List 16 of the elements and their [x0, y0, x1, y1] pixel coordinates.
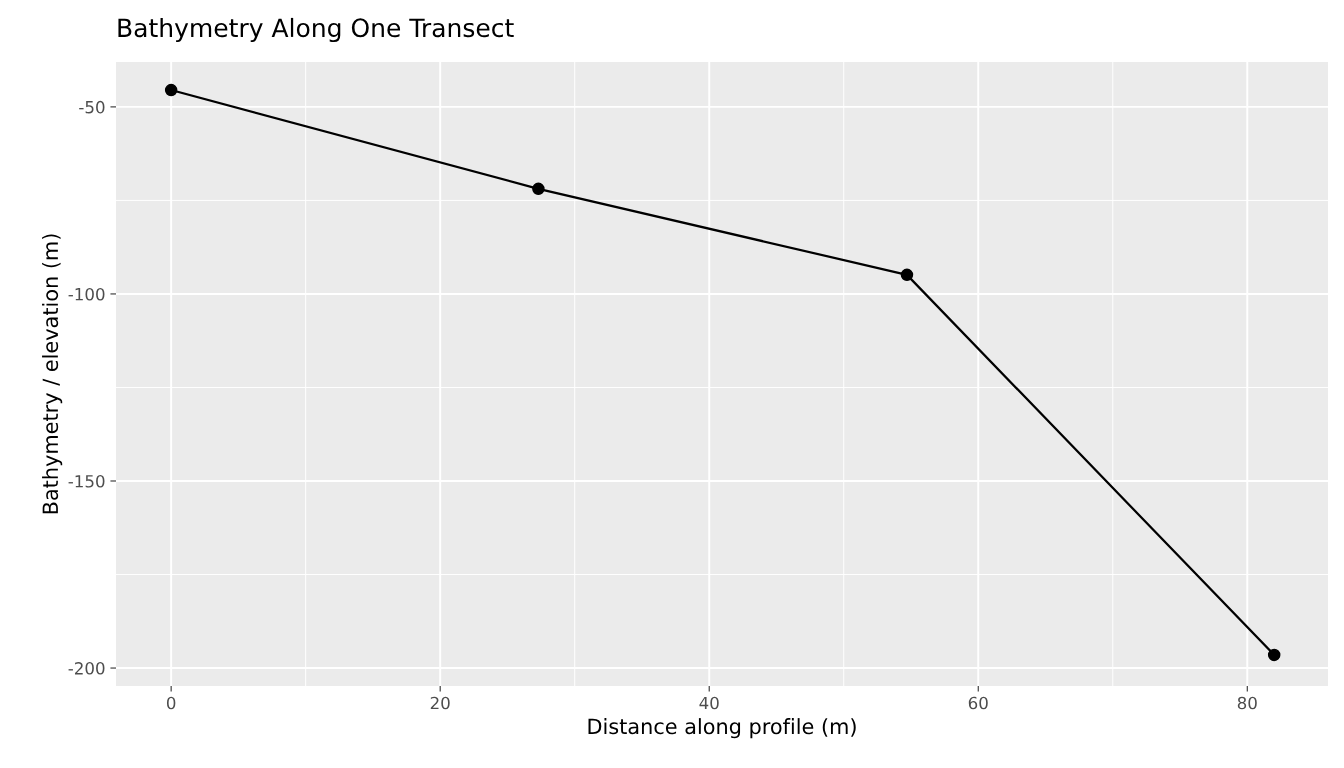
x-axis-title: Distance along profile (m) — [588, 718, 856, 739]
y-tick-label: -150 — [68, 474, 105, 488]
point — [900, 268, 914, 282]
point — [164, 83, 178, 97]
point — [1267, 648, 1281, 662]
y-tick-label: -200 — [68, 662, 105, 675]
y-tick-label: -100 — [68, 287, 105, 301]
x-tick-label: 80 — [1237, 696, 1257, 710]
chart-title: Bathymetry Along One Transect — [118, 17, 514, 43]
point — [532, 182, 545, 196]
y-tick-label: -50 — [79, 100, 105, 114]
x-tick-label: 20 — [430, 696, 450, 710]
y-axis-title: Bathymetry / elevation (m) — [42, 234, 63, 514]
x-tick-label: 60 — [968, 696, 988, 710]
x-tick-label: 40 — [699, 696, 719, 710]
x-tick-label: 0 — [166, 696, 176, 710]
